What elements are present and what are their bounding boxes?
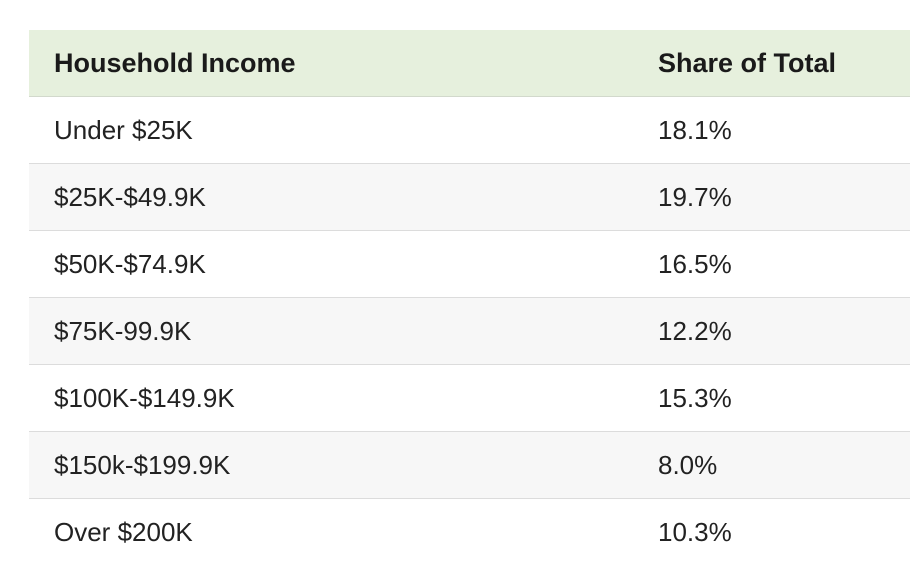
- share-cell: 8.0%: [633, 431, 910, 499]
- table-row: Over $200K 10.3%: [29, 498, 910, 565]
- income-table-container: Household Income Share of Total Under $2…: [29, 30, 910, 565]
- table-row: Under $25K 18.1%: [29, 96, 910, 164]
- share-cell: 12.2%: [633, 297, 910, 365]
- table-row: $75K-99.9K 12.2%: [29, 297, 910, 365]
- table-header: Household Income Share of Total: [29, 30, 910, 97]
- income-cell: $75K-99.9K: [29, 297, 633, 365]
- income-cell: $100K-$149.9K: [29, 364, 633, 432]
- income-cell: $150k-$199.9K: [29, 431, 633, 499]
- share-cell: 18.1%: [633, 96, 910, 164]
- share-cell: 16.5%: [633, 230, 910, 298]
- share-cell: 19.7%: [633, 163, 910, 231]
- table-row: $50K-$74.9K 16.5%: [29, 230, 910, 298]
- income-cell: Under $25K: [29, 96, 633, 164]
- header-household-income: Household Income: [29, 30, 633, 97]
- income-cell: Over $200K: [54, 516, 193, 547]
- income-cell: $25K-$49.9K: [29, 163, 633, 231]
- table-body: Under $25K 18.1% $25K-$49.9K 19.7% $50K-…: [29, 96, 910, 565]
- header-share-of-total: Share of Total: [633, 30, 910, 97]
- table-row: $150k-$199.9K 8.0%: [29, 431, 910, 499]
- income-share-table: Household Income Share of Total Under $2…: [29, 30, 910, 565]
- table-row: $100K-$149.9K 15.3%: [29, 364, 910, 432]
- header-row: Household Income Share of Total: [29, 30, 910, 97]
- table-row: $25K-$49.9K 19.7%: [29, 163, 910, 231]
- share-cell: 15.3%: [633, 364, 910, 432]
- income-cell: $50K-$74.9K: [29, 230, 633, 298]
- share-cell: 10.3%: [658, 516, 732, 547]
